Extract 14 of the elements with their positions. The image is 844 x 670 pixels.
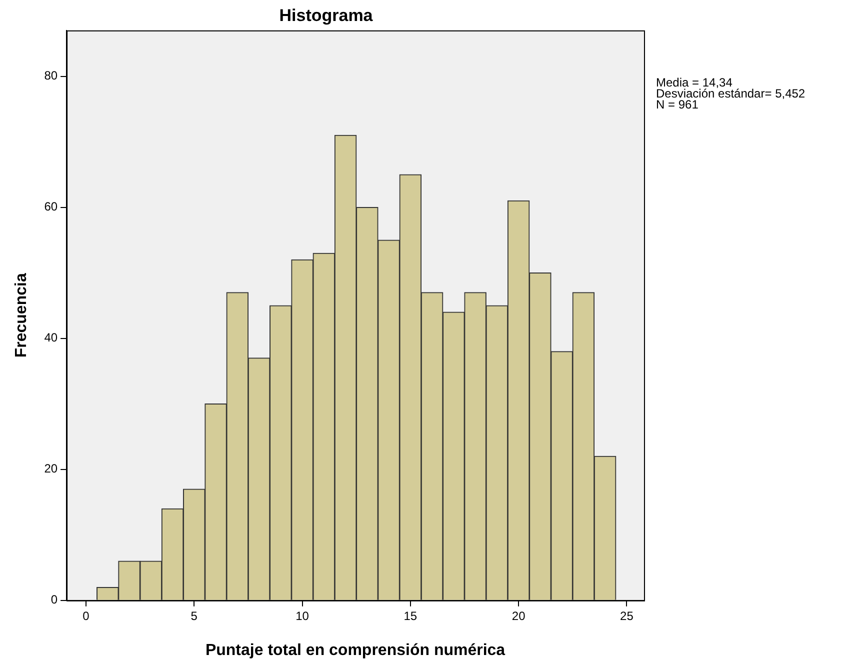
x-tick-label: 25	[620, 608, 634, 623]
x-tick-label: 5	[190, 608, 198, 623]
x-tick-label: 15	[404, 608, 418, 623]
y-tick-label: 0	[50, 592, 58, 607]
chart-title: Histograma	[279, 6, 374, 25]
y-tick-label: 40	[44, 330, 58, 345]
x-axis-title: Puntaje total en comprensión numérica	[205, 642, 506, 659]
y-axis-title: Frecuencia	[13, 273, 30, 358]
y-tick-label: 60	[44, 200, 58, 214]
x-tick-label: 20	[512, 608, 526, 623]
y-tick-label: 80	[44, 68, 58, 83]
y-tick-label: 20	[44, 462, 58, 476]
x-tick-label: 10	[296, 608, 310, 623]
x-tick-label: 0	[82, 608, 90, 623]
